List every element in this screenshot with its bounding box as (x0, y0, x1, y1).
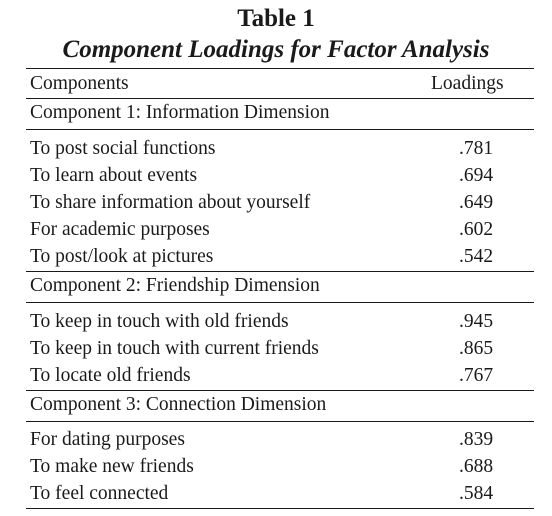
item-loading: .839 (459, 429, 494, 450)
item-label: To keep in touch with current friends (30, 338, 319, 359)
section-rule (26, 271, 534, 272)
item-loading: .584 (459, 483, 494, 504)
item-label: To post social functions (30, 138, 216, 159)
component-heading: Component 3: Connection Dimension (30, 394, 327, 415)
item-loading: .694 (459, 165, 494, 186)
section-rule (26, 390, 534, 391)
item-label: To locate old friends (30, 365, 191, 386)
item-label: To learn about events (30, 165, 198, 186)
item-loading: .945 (459, 311, 494, 332)
components-header: Components (30, 73, 129, 94)
table-row: To locate old friends .767 (30, 362, 530, 389)
component-rule (26, 421, 534, 422)
table-row: To post/look at pictures .542 (30, 243, 530, 270)
table-row: To feel connected .584 (30, 480, 530, 507)
table-row: To keep in touch with old friends .945 (30, 308, 530, 335)
item-loading: .649 (459, 192, 494, 213)
component-rule (26, 129, 534, 130)
item-label: To post/look at pictures (30, 246, 214, 267)
table-row: For dating purposes .839 (30, 426, 530, 453)
header-rule (26, 98, 534, 99)
item-loading: .602 (459, 219, 494, 240)
item-label: To make new friends (30, 456, 194, 477)
table-row: For academic purposes .602 (30, 216, 530, 243)
item-label: For academic purposes (30, 219, 210, 240)
item-loading: .781 (459, 138, 494, 159)
top-rule (26, 68, 534, 69)
item-loading: .542 (459, 246, 494, 267)
loadings-header: Loadings (431, 73, 504, 94)
table-row: To keep in touch with current friends .8… (30, 335, 530, 362)
table-title: Component Loadings for Factor Analysis (62, 36, 490, 63)
table-row: To share information about yourself .649 (30, 189, 530, 216)
item-loading: .865 (459, 338, 494, 359)
table-number: Table 1 (237, 5, 315, 32)
component-heading: Component 1: Information Dimension (30, 102, 330, 123)
table-row: To make new friends .688 (30, 453, 530, 480)
item-loading: .767 (459, 365, 494, 386)
item-loading: .688 (459, 456, 494, 477)
item-label: To keep in touch with old friends (30, 311, 289, 332)
bottom-rule (26, 508, 534, 509)
item-label: For dating purposes (30, 429, 185, 450)
component-rule (26, 302, 534, 303)
component-heading: Component 2: Friendship Dimension (30, 275, 320, 296)
table-row: To learn about events .694 (30, 162, 530, 189)
item-label: To share information about yourself (30, 192, 311, 213)
item-label: To feel connected (30, 483, 169, 504)
table-row: To post social functions .781 (30, 135, 530, 162)
header-row: Components Loadings (30, 70, 530, 97)
